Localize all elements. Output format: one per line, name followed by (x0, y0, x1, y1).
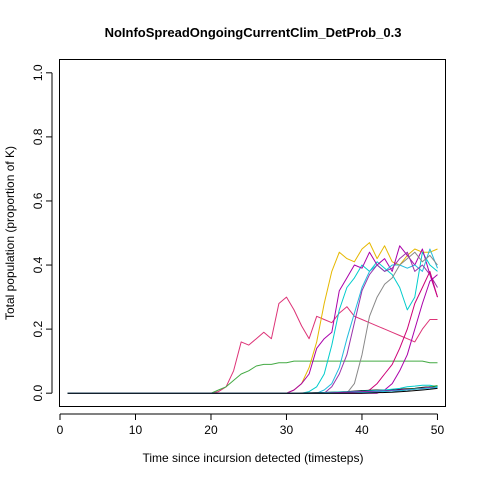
y-tick-label: 0.0 (31, 385, 45, 402)
series-line-3 (67, 242, 438, 394)
series-line-5 (67, 245, 438, 394)
series-line-1 (67, 296, 438, 394)
y-axis-label: Total population (proportion of K) (3, 146, 17, 320)
y-tick-label: 0.8 (31, 128, 45, 145)
series-layer (67, 242, 438, 394)
series-line-7 (67, 251, 438, 394)
x-axis: 0 10 20 30 40 50 (57, 413, 445, 437)
x-tick-label: 20 (204, 423, 218, 437)
x-tick-label: 10 (129, 423, 143, 437)
x-tick-label: 0 (57, 423, 64, 437)
x-tick-label: 40 (355, 423, 369, 437)
series-line-17 (67, 387, 438, 394)
series-line-6 (67, 248, 438, 394)
plot-frame (59, 59, 446, 407)
y-axis: 0.0 0.2 0.4 0.6 0.8 1.0 (31, 64, 53, 402)
x-tick-label: 30 (280, 423, 294, 437)
x-tick-label: 50 (431, 423, 445, 437)
y-tick-label: 0.4 (31, 256, 45, 273)
series-line-2 (67, 360, 438, 394)
chart-title: NoInfoSpreadOngoingCurrentClim_DetProb_0… (105, 25, 402, 40)
x-axis-label: Time since incursion detected (timesteps… (143, 451, 364, 465)
series-line-8 (67, 251, 438, 394)
y-tick-label: 0.2 (31, 320, 45, 337)
y-tick-label: 1.0 (31, 64, 45, 81)
series-line-4 (67, 251, 438, 394)
y-tick-label: 0.6 (31, 192, 45, 209)
